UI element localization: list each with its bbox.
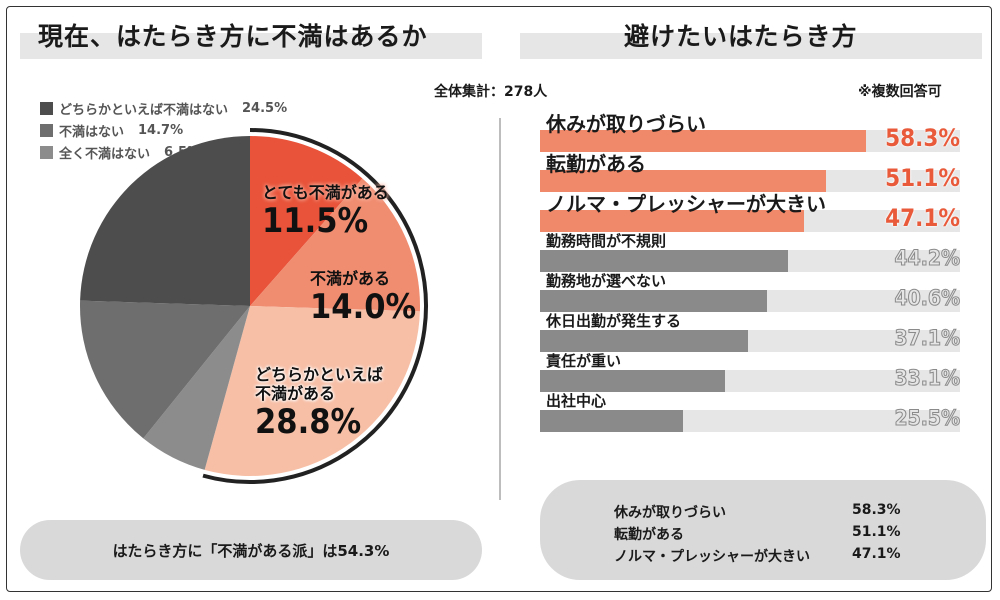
bar-row: 勤務地が選べない 40.6% (540, 272, 960, 322)
summary-label: 休みが取りづらい (614, 505, 726, 521)
pie-slice (143, 306, 250, 470)
pie-label-pct: 28.8% (255, 402, 362, 442)
legend-swatch (40, 101, 53, 115)
legend-label: 不満はない (59, 124, 125, 140)
bar-category-label: 勤務時間が不規則 (546, 232, 667, 250)
summary-label: 転勤がある (614, 527, 684, 543)
bar-row: 勤務時間が不規則 44.2% (540, 232, 960, 282)
frame (6, 6, 992, 592)
pie-slice (204, 306, 420, 477)
bar-row: 責任が重い 33.1% (540, 352, 960, 402)
summary-value: 58.3% (852, 502, 901, 518)
legend-item: 不満はない 14.7% (40, 119, 287, 141)
pie-label-dissatisfied: 不満がある 14.0% (310, 269, 416, 326)
bar-row: 出社中心 25.5% (540, 392, 960, 442)
bar-value-label: 47.1% (885, 204, 960, 232)
bar-row: 休日出勤が発生する 37.1% (540, 312, 960, 362)
bar (540, 370, 725, 392)
bar-value-label: 51.1% (885, 164, 960, 192)
right-title: 避けたいはたらき方 (624, 22, 858, 51)
pie-label-pct: 11.5% (262, 201, 369, 241)
bar (540, 250, 788, 272)
bar-row: ノルマ・プレッシャーが大きい 47.1% (540, 192, 960, 242)
dissatisfied-group-arc (202, 128, 428, 484)
bar-value-label: 44.2% (894, 246, 961, 271)
pie-chart (79, 128, 428, 484)
legend-value: 14.7% (138, 122, 184, 138)
bar-category-label: 出社中心 (546, 392, 607, 410)
bar (540, 170, 826, 192)
bar-category-label: 責任が重い (546, 352, 622, 370)
left-summary: はたらき方に「不満がある派」は54.3% (20, 520, 482, 580)
summary-row: 転勤がある 51.1% (614, 524, 914, 544)
summary-row: 休みが取りづらい 58.3% (614, 502, 914, 522)
legend-swatch (40, 123, 53, 137)
bar (540, 290, 767, 312)
left-title-band (20, 33, 482, 59)
bar-value-label: 58.3% (885, 124, 960, 152)
bar-value-label: 25.5% (894, 406, 961, 431)
left-title: 現在、はたらき方に不満はあるか (38, 22, 428, 51)
bar (540, 410, 683, 432)
pie-label-somewhat-dissatisfied: どちらかといえば 不満がある 28.8% (255, 365, 383, 441)
bar (540, 210, 804, 232)
left-summary-text: はたらき方に「不満がある派」は54.3% (112, 541, 390, 560)
summary-value: 51.1% (852, 524, 901, 540)
pie-label-text: どちらかといえば (255, 365, 384, 384)
bar-value-label: 37.1% (894, 326, 961, 351)
right-title-band (520, 33, 982, 59)
total-count: 全体集計：278人 (434, 84, 548, 100)
pie-label-very-dissatisfied: とても不満がある 11.5% (262, 183, 389, 240)
bar-category-label: 休日出勤が発生する (546, 312, 682, 330)
bar-row: 転勤がある 51.1% (540, 152, 960, 202)
bar-row: 休みが取りづらい 58.3% (540, 112, 960, 162)
bar (540, 130, 866, 152)
right-summary: 休みが取りづらい 58.3% 転勤がある 51.1% ノルマ・プレッシャーが大き… (540, 480, 986, 580)
bar-category-label: 勤務地が選べない (546, 272, 667, 290)
bar-category-label: ノルマ・プレッシャーが大きい (546, 192, 826, 216)
pie-slice (79, 300, 250, 439)
pie-label-text: とても不満がある (262, 183, 389, 202)
bar-category-label: 休みが取りづらい (546, 112, 706, 136)
legend-value: 24.5% (242, 100, 288, 116)
legend-label: どちらかといえば不満はない (59, 102, 229, 118)
bar-category-label: 転勤がある (546, 152, 646, 176)
bar (540, 330, 748, 352)
legend-item: どちらかといえば不満はない 24.5% (40, 97, 287, 119)
summary-label: ノルマ・プレッシャーが大きい (614, 549, 810, 565)
panel-divider (499, 118, 501, 500)
legend-label: 全く不満はない (59, 146, 151, 162)
summary-value: 47.1% (852, 546, 901, 562)
bar-value-label: 33.1% (894, 366, 961, 391)
summary-row: ノルマ・プレッシャーが大きい 47.1% (614, 546, 914, 566)
pie-slice (250, 178, 420, 312)
pie-slice (250, 136, 363, 306)
pie-label-text: 不満がある (310, 269, 391, 288)
pie-label-pct: 14.0% (310, 287, 417, 327)
bar-value-label: 40.6% (894, 286, 961, 311)
multiple-answer-note: ※複数回答可 (858, 84, 942, 100)
legend-swatch (40, 145, 53, 159)
pie-slice (80, 136, 250, 306)
pie-label-text: 不満がある (255, 384, 336, 403)
